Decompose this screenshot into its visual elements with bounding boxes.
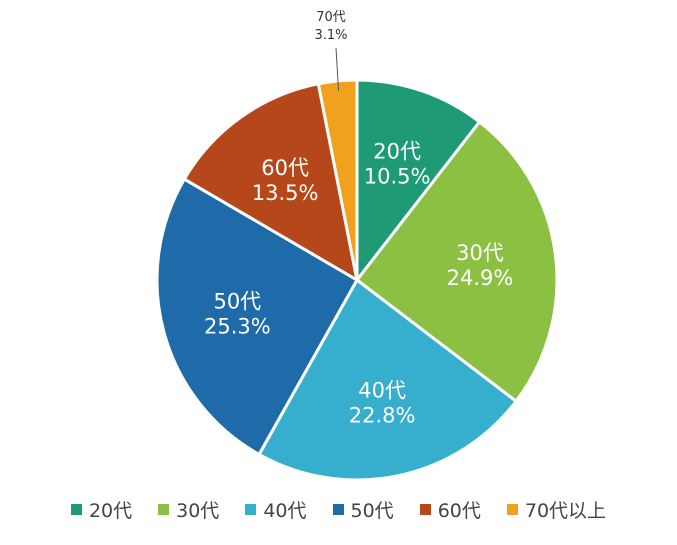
slice-label-5: 60代 bbox=[261, 156, 309, 180]
slice-value-1: 10.5% bbox=[364, 165, 431, 189]
legend-item-6: 70代以上 bbox=[506, 496, 607, 523]
legend-item-4: 50代 bbox=[332, 496, 394, 523]
legend-label-3: 40代 bbox=[263, 499, 307, 522]
slice-label-6: 70代 bbox=[316, 10, 346, 25]
pie-slice-1 bbox=[355, 78, 482, 285]
legend-swatch-6 bbox=[506, 503, 518, 515]
slice-label-3: 40代 bbox=[358, 378, 406, 402]
legend-item-5: 60代 bbox=[419, 496, 481, 523]
pie-slice-3 bbox=[257, 277, 519, 482]
slice-value-6: 3.1% bbox=[314, 28, 347, 43]
legend-item-3: 40代 bbox=[245, 496, 307, 523]
legend-label-4: 50代 bbox=[350, 499, 394, 522]
legend-swatch-4 bbox=[332, 503, 344, 515]
pie-slice-2 bbox=[354, 119, 559, 404]
legend-label-6: 70代以上 bbox=[524, 499, 607, 522]
slice-value-4: 25.3% bbox=[204, 315, 271, 339]
legend-label-5: 60代 bbox=[437, 499, 481, 522]
legend-label-1: 20代 bbox=[88, 499, 133, 522]
slice-value-5: 13.5% bbox=[252, 181, 319, 205]
legend-swatch-3 bbox=[245, 503, 257, 515]
legend-item-2: 30代 bbox=[158, 496, 219, 523]
slice-value-3: 22.8% bbox=[349, 403, 416, 427]
pie-slice-5 bbox=[182, 82, 360, 283]
slice-value-2: 24.9% bbox=[447, 266, 514, 290]
legend-swatch-2 bbox=[158, 503, 170, 515]
chart-legend: 20代 30代 40代 50代 60代 70代以上 bbox=[0, 494, 677, 524]
slice-label-2: 30代 bbox=[456, 241, 504, 265]
slice-label-1: 20代 bbox=[373, 140, 421, 164]
legend-label-2: 30代 bbox=[176, 499, 220, 522]
leader-line-6 bbox=[335, 47, 340, 91]
slice-label-4: 50代 bbox=[213, 290, 261, 314]
legend-item-1: 20代 bbox=[70, 496, 133, 523]
legend-swatch-1 bbox=[70, 503, 82, 515]
pie-slice-4 bbox=[155, 177, 360, 457]
legend-swatch-5 bbox=[419, 503, 431, 515]
